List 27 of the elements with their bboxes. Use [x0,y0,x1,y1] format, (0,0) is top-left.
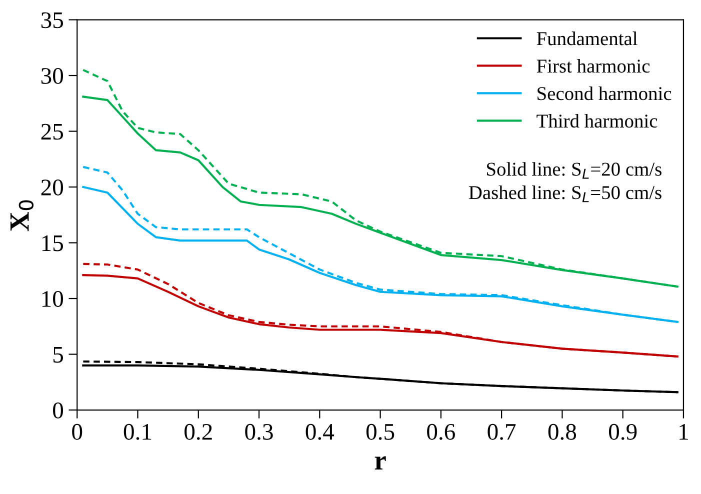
x-tick-label: 0.7 [488,424,516,440]
y-axis-title: X$_{0}$ [10,200,34,232]
annotation: Solid line: S$_{L}$=20 cm/s [486,162,662,179]
y-tick-label: 15 [42,235,63,252]
y-tick-label: 30 [41,68,64,84]
y-tick-label: 10 [42,291,64,307]
legend-label: Second harmonic [538,86,672,100]
y-tick-label: 0 [53,402,64,418]
x-tick-label: 0.1 [124,424,152,440]
x-axis-title: r [374,456,386,470]
x-tick-label: 0.4 [306,424,334,440]
x-tick-label: 0.8 [548,424,576,440]
x-tick-label: 0.3 [245,424,273,440]
y-tick-label: 35 [41,12,63,28]
x-tick-label: 1 [680,424,688,440]
legend-label: First harmonic [536,59,650,73]
x-tick-label: 0.6 [427,424,455,440]
annotation: Dashed line: S$_{L}$=50 cm/s [468,186,662,202]
y-tick-label: 5 [53,347,63,363]
x-tick-label: 0.5 [366,424,394,440]
y-tick-label: 25 [41,124,63,140]
x-tick-label: 0 [72,424,82,440]
y-tick-label: 20 [41,180,64,196]
legend-label: Third harmonic [536,114,658,128]
x-tick-label: 0.9 [608,424,637,440]
legend-label: Fundamental [536,32,638,46]
x-tick-label: 0.2 [184,424,212,440]
